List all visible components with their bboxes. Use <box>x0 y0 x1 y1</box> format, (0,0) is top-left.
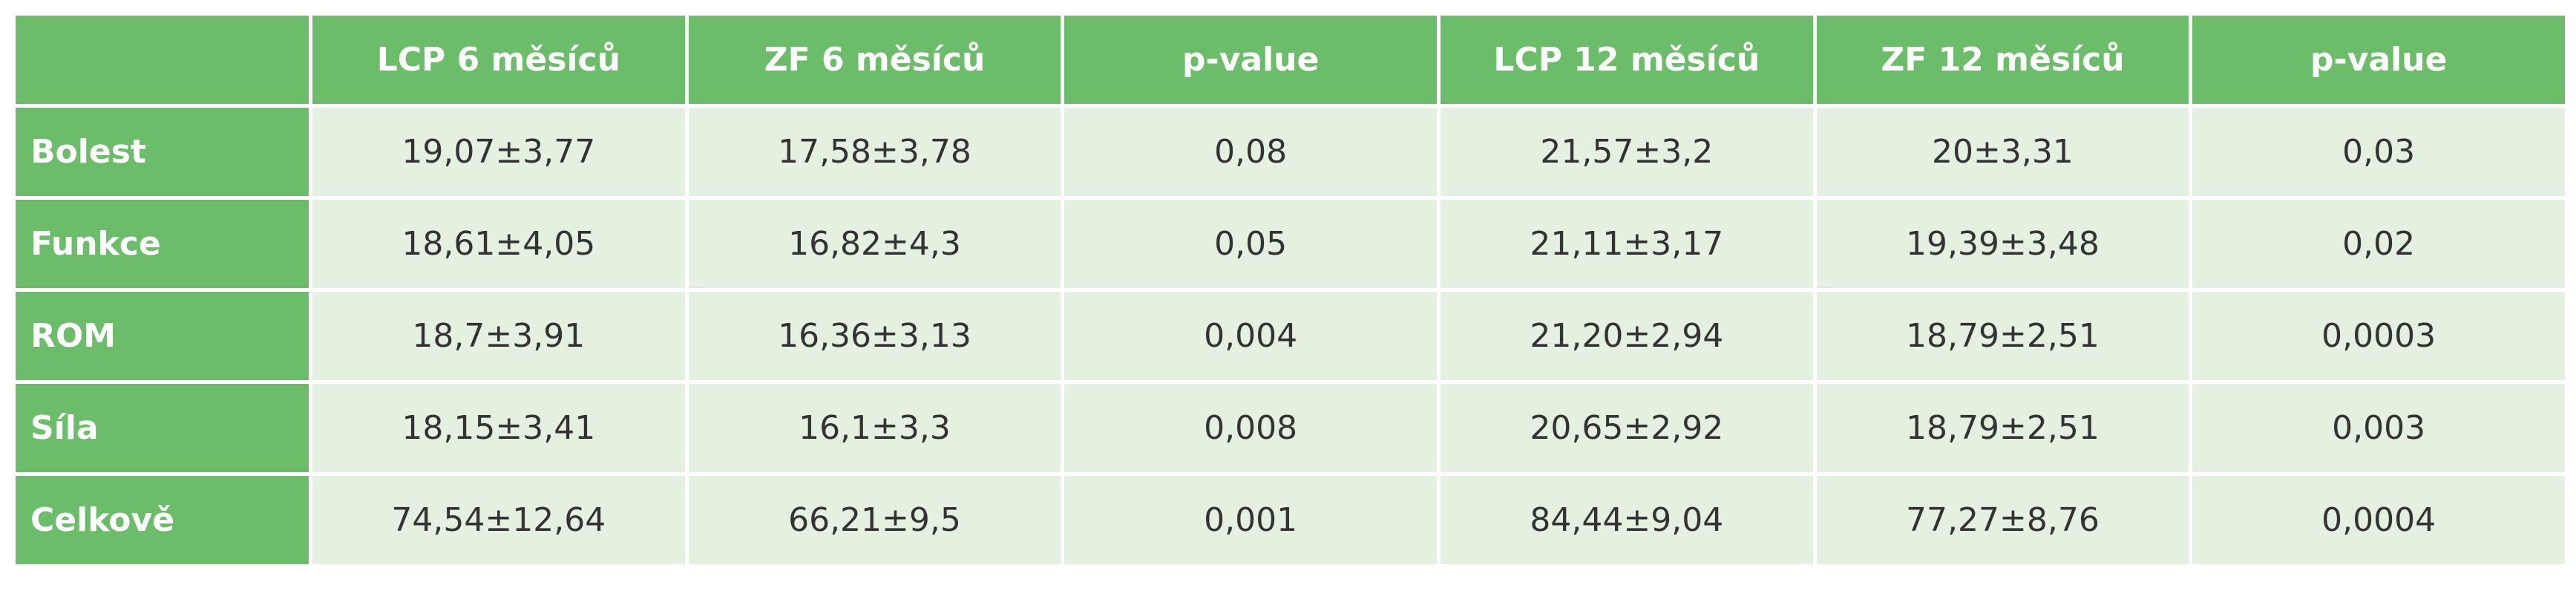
row-header: ROM <box>16 292 309 380</box>
cell: 16,1±3,3 <box>688 384 1061 472</box>
cell: 77,27±8,76 <box>1816 476 2189 564</box>
cell: 18,7±3,91 <box>312 292 685 380</box>
table-row: Síla 18,15±3,41 16,1±3,3 0,008 20,65±2,92 18,… <box>16 384 2565 472</box>
table-row: Bolest 19,07±3,77 17,58±3,78 0,08 21,57±3,2 2… <box>16 108 2565 196</box>
cell: 20±3,31 <box>1816 108 2189 196</box>
cell: 0,02 <box>2192 200 2565 288</box>
cell: 16,82±4,3 <box>688 200 1061 288</box>
cell: 18,79±2,51 <box>1816 292 2189 380</box>
row-header: Síla <box>16 384 309 472</box>
cell: 0,05 <box>1064 200 1437 288</box>
results-table: LCP 6 měsíců ZF 6 měsíců p-value LCP 12 měs… <box>12 12 2569 568</box>
cell: 0,008 <box>1064 384 1437 472</box>
header-cell: LCP 12 měsíců <box>1440 16 1813 104</box>
cell: 0,001 <box>1064 476 1437 564</box>
cell: 21,11±3,17 <box>1440 200 1813 288</box>
header-cell: ZF 6 měsíců <box>688 16 1061 104</box>
header-cell: ZF 12 měsíců <box>1816 16 2189 104</box>
cell: 21,57±3,2 <box>1440 108 1813 196</box>
header-row: LCP 6 měsíců ZF 6 měsíců p-value LCP 12 měs… <box>16 16 2565 104</box>
cell: 18,15±3,41 <box>312 384 685 472</box>
row-header: Bolest <box>16 108 309 196</box>
row-header: Funkce <box>16 200 309 288</box>
header-cell: p-value <box>2192 16 2565 104</box>
cell: 17,58±3,78 <box>688 108 1061 196</box>
cell: 84,44±9,04 <box>1440 476 1813 564</box>
row-header: Celkově <box>16 476 309 564</box>
table-row: ROM 18,7±3,91 16,36±3,13 0,004 21,20±2,94 18,… <box>16 292 2565 380</box>
cell: 74,54±12,64 <box>312 476 685 564</box>
cell: 18,61±4,05 <box>312 200 685 288</box>
cell: 19,39±3,48 <box>1816 200 2189 288</box>
cell: 0,0003 <box>2192 292 2565 380</box>
cell: 20,65±2,92 <box>1440 384 1813 472</box>
header-cell: p-value <box>1064 16 1437 104</box>
table-row: Funkce 18,61±4,05 16,82±4,3 0,05 21,11±3,17 1… <box>16 200 2565 288</box>
cell: 18,79±2,51 <box>1816 384 2189 472</box>
cell: 66,21±9,5 <box>688 476 1061 564</box>
corner-cell <box>16 16 309 104</box>
table-row: Celkově 74,54±12,64 66,21±9,5 0,001 84,44±9,… <box>16 476 2565 564</box>
cell: 16,36±3,13 <box>688 292 1061 380</box>
cell: 0,003 <box>2192 384 2565 472</box>
cell: 19,07±3,77 <box>312 108 685 196</box>
cell: 21,20±2,94 <box>1440 292 1813 380</box>
cell: 0,08 <box>1064 108 1437 196</box>
cell: 0,03 <box>2192 108 2565 196</box>
cell: 0,004 <box>1064 292 1437 380</box>
header-cell: LCP 6 měsíců <box>312 16 685 104</box>
cell: 0,0004 <box>2192 476 2565 564</box>
